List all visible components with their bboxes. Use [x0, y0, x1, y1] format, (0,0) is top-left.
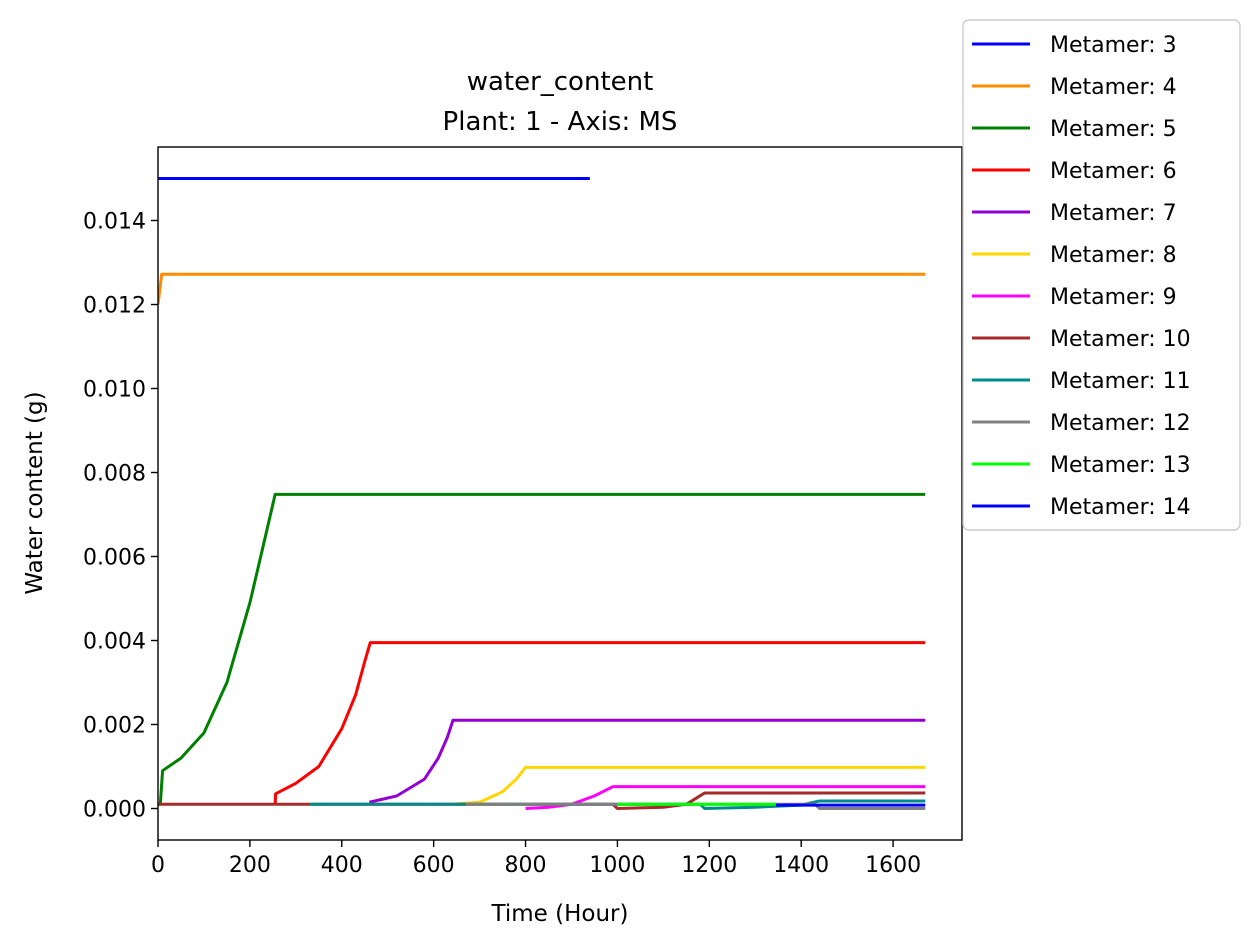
series-line-metamer-6 [273, 641, 926, 805]
series-line-metamer-7 [369, 718, 926, 804]
legend-label: Metamer: 5 [1050, 117, 1177, 142]
legend-label: Metamer: 9 [1050, 285, 1177, 310]
legend-label: Metamer: 8 [1050, 243, 1177, 268]
legend-label: Metamer: 4 [1050, 75, 1177, 100]
y-axis-label: Water content (g) [22, 391, 48, 594]
y-tick-label: 0.014 [83, 210, 146, 235]
y-tick-label: 0.004 [83, 630, 146, 655]
x-axis-label: Time (Hour) [491, 901, 629, 927]
legend-label: Metamer: 12 [1050, 411, 1191, 436]
legend-label: Metamer: 7 [1050, 201, 1177, 226]
series-line-metamer-9 [525, 785, 926, 810]
x-tick-label: 200 [229, 853, 271, 878]
x-tick-label: 800 [505, 853, 547, 878]
series-layer [158, 177, 926, 810]
x-axis: 0 200 400 600 800 1000 1200 1400 1600 [151, 840, 921, 878]
legend-frame [962, 19, 1241, 531]
series-line-metamer-8 [451, 765, 926, 806]
y-tick-label: 0.002 [83, 714, 146, 739]
series-line-metamer-5 [158, 492, 926, 806]
y-axis: 0.000 0.002 0.004 0.006 0.008 0.010 0.012 0.014 [83, 210, 158, 823]
legend-label: Metamer: 14 [1050, 495, 1191, 520]
x-tick-label: 1200 [681, 853, 737, 878]
legend: Metamer: 3 Metamer: 4 Metamer: 5 Metamer: 6… [962, 19, 1241, 531]
x-tick-label: 0 [151, 853, 165, 878]
legend-label: Metamer: 3 [1050, 33, 1177, 58]
y-tick-label: 0.006 [83, 546, 146, 571]
chart-title: water_content [467, 67, 654, 97]
legend-label: Metamer: 6 [1050, 159, 1177, 184]
plot-area-frame [157, 146, 963, 841]
y-tick-label: 0.008 [83, 462, 146, 487]
legend-label: Metamer: 10 [1050, 327, 1191, 352]
y-tick-label: 0.000 [83, 798, 146, 823]
legend-label: Metamer: 13 [1050, 453, 1191, 478]
x-tick-label: 1400 [773, 853, 829, 878]
series-line-metamer-4 [158, 272, 926, 305]
y-tick-label: 0.012 [83, 294, 146, 319]
x-tick-label: 1600 [865, 853, 921, 878]
x-tick-label: 400 [321, 853, 363, 878]
y-tick-label: 0.010 [83, 378, 146, 403]
chart-subtitle: Plant: 1 - Axis: MS [443, 107, 678, 137]
legend-label: Metamer: 11 [1050, 369, 1191, 394]
x-tick-label: 1000 [589, 853, 645, 878]
x-tick-label: 600 [413, 853, 455, 878]
